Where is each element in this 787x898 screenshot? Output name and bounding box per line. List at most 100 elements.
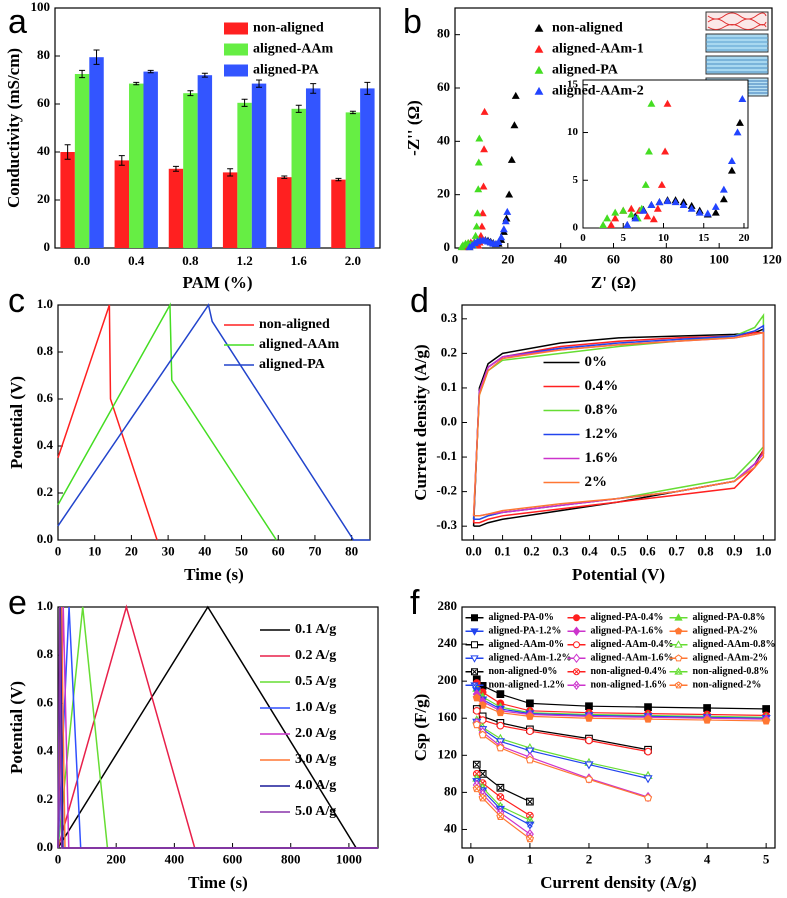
data-point [657, 180, 666, 188]
y-axis-title: Potential (V) [7, 376, 26, 469]
legend-swatch [572, 626, 581, 636]
plot-area [54, 7, 381, 249]
data-point [474, 185, 483, 193]
x-tick-label: 3 [645, 851, 652, 866]
data-point [507, 155, 516, 163]
x-tick-label: 400 [165, 851, 185, 866]
y-axis-title: Csp (F/g) [411, 694, 430, 762]
legend-label: 0.2 A/g [295, 648, 336, 663]
y-tick-label: 0 [44, 239, 51, 254]
legend-label: 0% [585, 354, 608, 370]
data-point [643, 212, 652, 220]
legend-label: 0.8% [585, 402, 619, 418]
x-tick-label: 20 [501, 251, 514, 266]
x-tick-label: 800 [281, 851, 301, 866]
x-tick-label: 0 [55, 851, 62, 866]
y-axis-title: Current density (A/g) [411, 344, 430, 500]
data-point [641, 180, 650, 188]
x-tick-label: 2 [586, 851, 593, 866]
data-point [496, 812, 505, 820]
x-tick-label: 40 [554, 251, 567, 266]
data-point [719, 195, 728, 203]
data-point [584, 775, 594, 783]
data-point [702, 715, 712, 724]
x-axis-title: Potential (V) [572, 565, 665, 584]
x-tick-label: 40 [198, 543, 211, 558]
data-line [57, 606, 378, 849]
bar [345, 112, 361, 249]
legend-label: non-aligned-1.6% [591, 680, 667, 691]
legend-swatch [470, 682, 479, 690]
x-tick-label: 0.0 [74, 253, 90, 268]
x-tick-label: 0.3 [552, 543, 569, 558]
data-point [639, 206, 648, 214]
data-point [503, 207, 512, 215]
panel-letter: f [410, 584, 420, 622]
data-point [663, 197, 672, 205]
data-point [647, 200, 656, 208]
y-tick-label: 200 [438, 672, 458, 687]
legend-label: aligned-PA-1.6% [591, 626, 664, 637]
data-point [644, 747, 652, 756]
y-tick-label: 40 [37, 143, 50, 158]
data-point [472, 784, 481, 793]
plot-area [461, 606, 776, 849]
error-bar [172, 165, 179, 172]
legend-swatch [572, 653, 581, 663]
y-axis-title: Conductivity (mS/cm) [4, 48, 23, 208]
data-point [494, 237, 503, 246]
panel-letter: e [8, 584, 27, 622]
legend-swatch [674, 640, 683, 648]
legend-label: aligned-PA-0.4% [591, 612, 664, 623]
legend-label: 3.0 A/g [295, 752, 336, 767]
data-point [584, 713, 594, 722]
y-tick-label: 0.0 [441, 413, 457, 428]
data-point [649, 215, 658, 223]
legend-label: aligned-PA [253, 63, 320, 78]
y-tick-label: 0.0 [37, 839, 53, 854]
y-tick-label: 0.8 [37, 646, 54, 661]
y-tick-label: 0.1 [441, 379, 457, 394]
data-point [478, 793, 487, 802]
x-tick-label: 0.4 [581, 543, 598, 558]
data-point [479, 182, 488, 190]
hydrogel-image [706, 37, 768, 51]
x-axis-title: Time (s) [188, 873, 248, 892]
hydrogel-image [705, 55, 769, 75]
legend-label: 0.5 A/g [295, 674, 336, 689]
bar [183, 93, 198, 248]
bar [360, 88, 375, 249]
data-point [525, 747, 535, 756]
data-point [474, 158, 483, 166]
data-point [472, 720, 481, 729]
x-tick-label: 80 [345, 543, 358, 558]
legend-swatch [470, 628, 479, 636]
plot-area [461, 304, 776, 541]
panel-letter: a [8, 3, 27, 41]
x-tick-label: 70 [308, 543, 321, 558]
data-point [480, 145, 489, 153]
x-tick-label: 60 [607, 251, 620, 266]
data-point [525, 821, 535, 830]
data-line [476, 764, 531, 803]
x-tick-label: 50 [235, 543, 248, 558]
panel-letter: c [8, 282, 25, 320]
data-point [501, 217, 510, 225]
legend-label: non-aligned-0.8% [693, 666, 769, 677]
data-point [762, 716, 771, 725]
x-tick-label: 20 [125, 543, 138, 558]
y-tick-label: 0.3 [441, 310, 458, 325]
x-tick-label: 600 [223, 851, 243, 866]
legend-label: non-aligned-0% [489, 666, 558, 677]
legend-label: non-aligned [259, 317, 330, 332]
x-tick-label: 0.0 [465, 543, 481, 558]
data-line [57, 304, 158, 541]
y-tick-label: 0.6 [37, 390, 54, 405]
y-tick-label: 0.6 [37, 694, 54, 709]
bar [74, 74, 90, 248]
legend-label: non-aligned-0.4% [591, 666, 667, 677]
x-tick-label: 0 [55, 543, 62, 558]
data-point [480, 107, 489, 115]
error-bar [281, 175, 288, 179]
data-point [655, 198, 664, 206]
